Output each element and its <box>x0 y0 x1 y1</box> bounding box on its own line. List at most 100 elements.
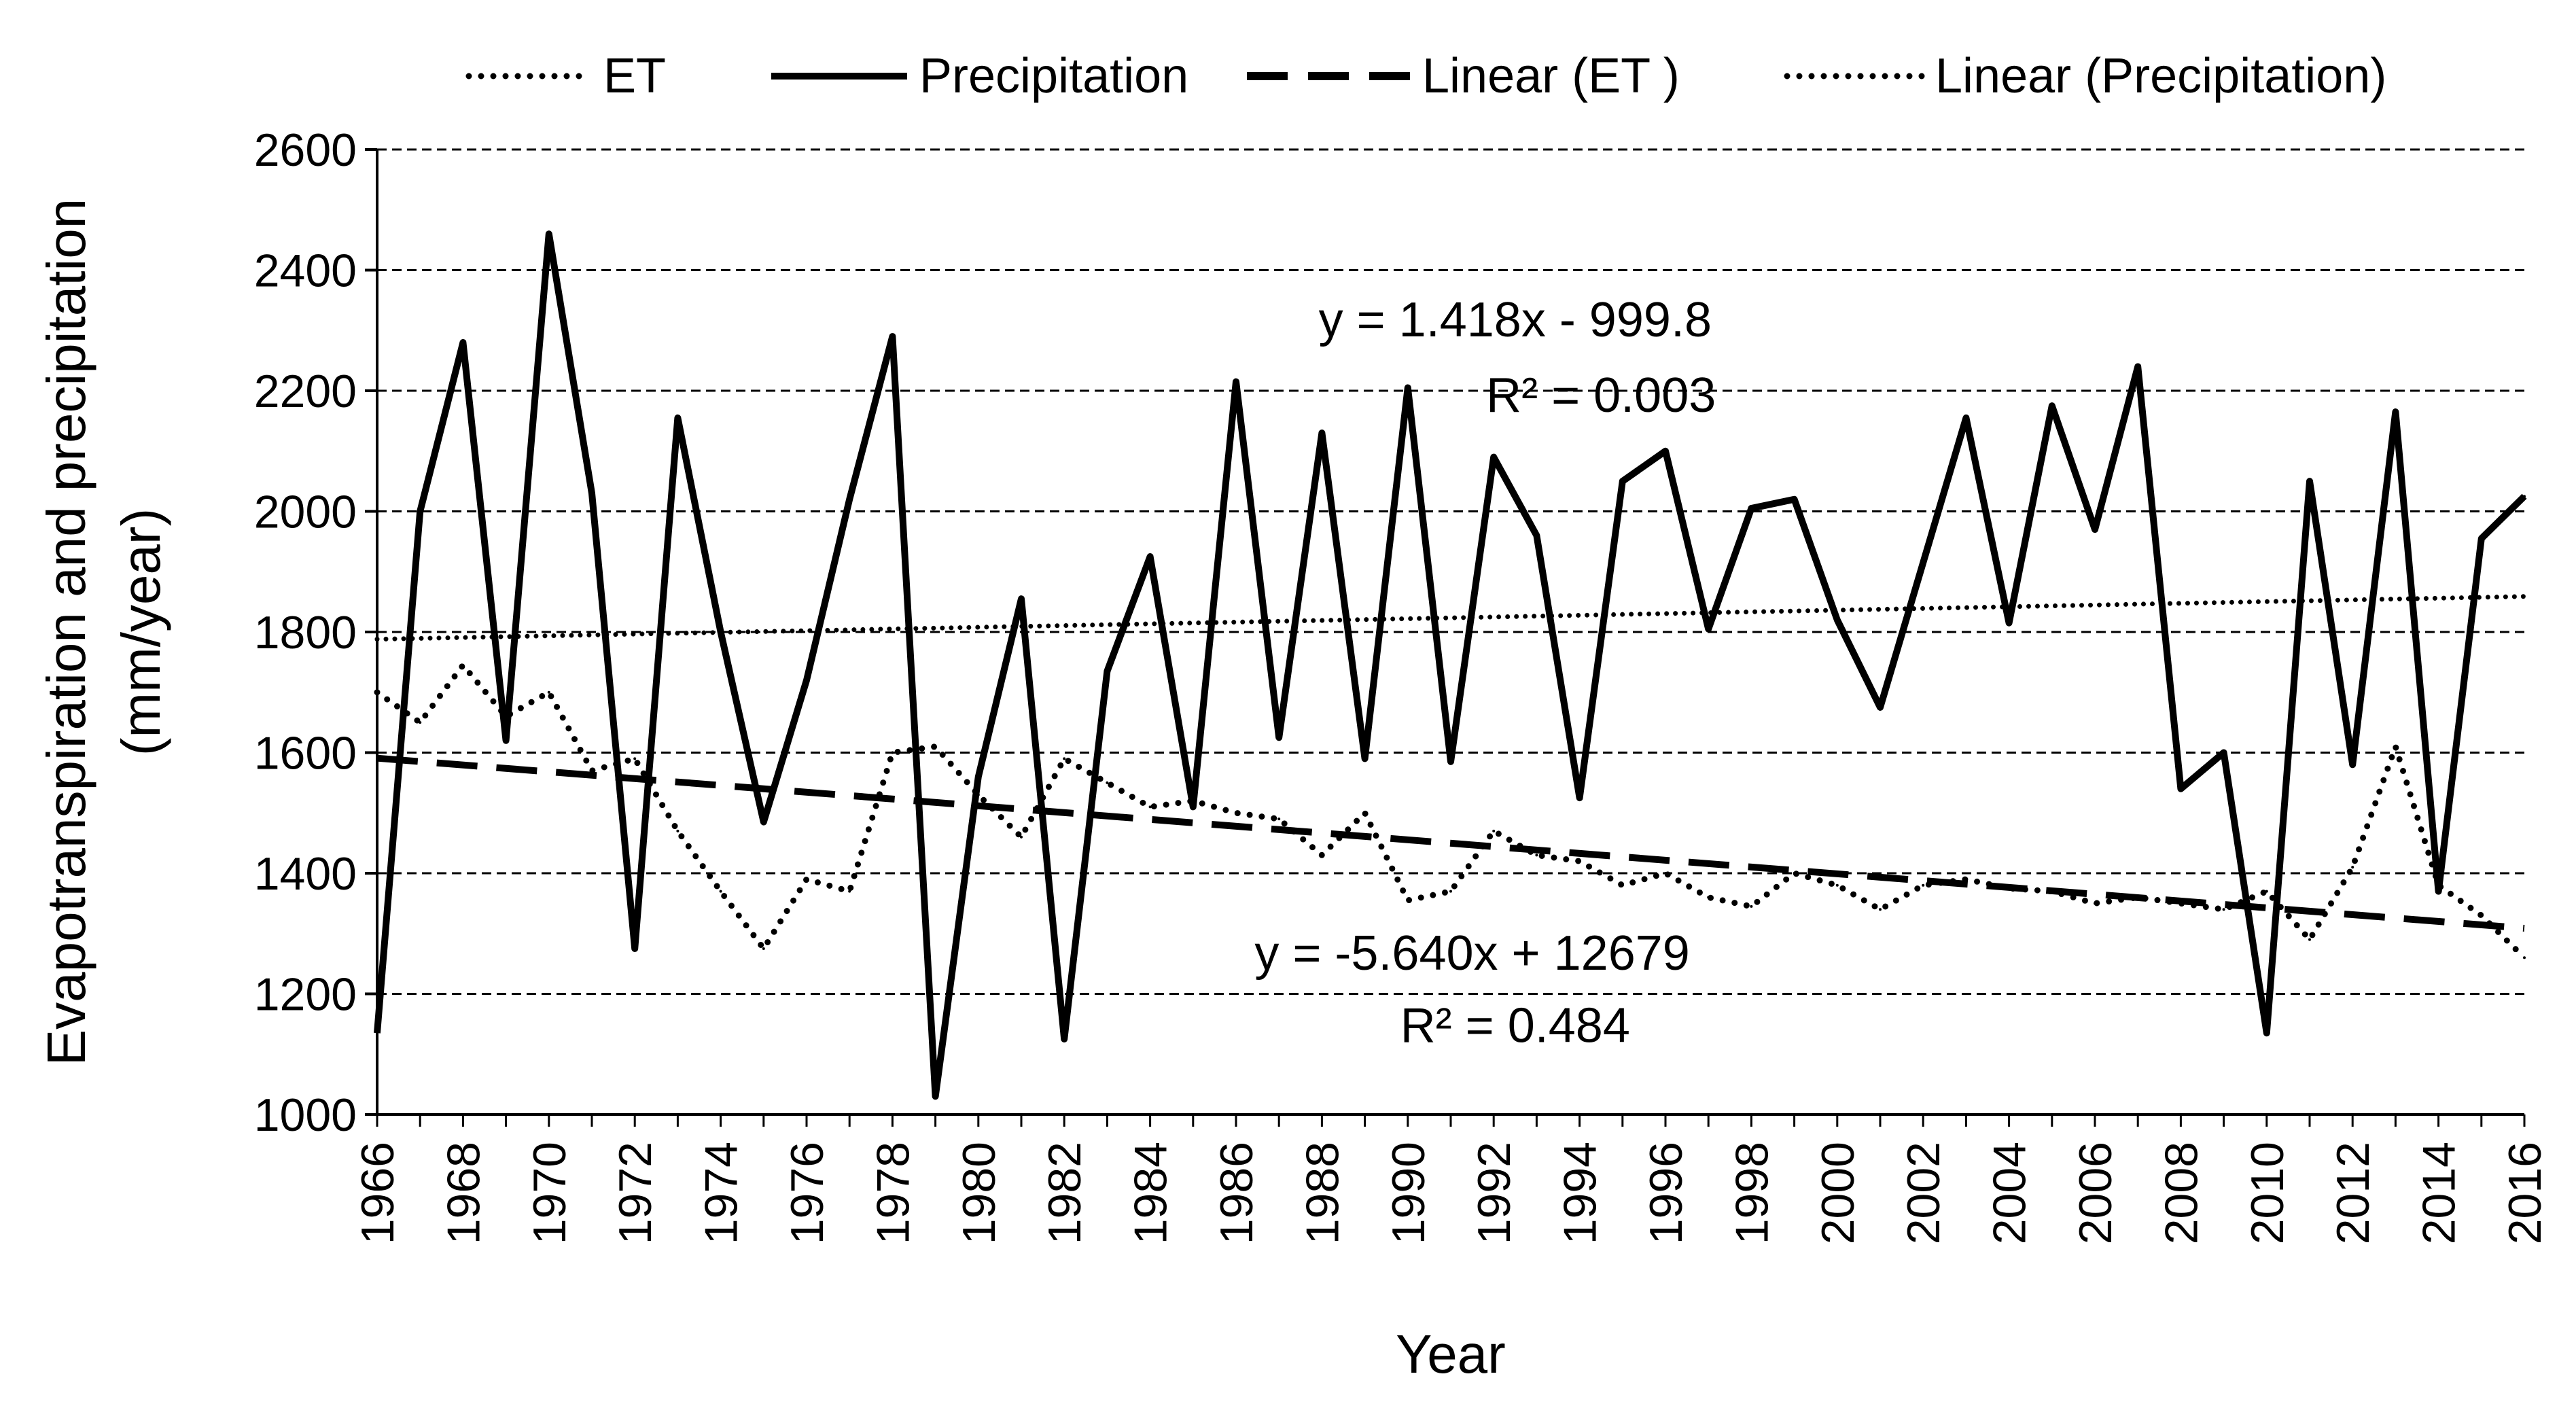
data-point-et-1975 <box>762 947 765 950</box>
data-point-precipitation-1970 <box>547 232 550 236</box>
data-point-et-1993 <box>1535 854 1538 857</box>
data-point-precipitation-2012 <box>2351 763 2354 767</box>
data-point-et-1970 <box>547 690 550 694</box>
data-point-et-1972 <box>633 757 637 760</box>
legend: ET Precipitation Linear (ET ) Linear (Preci… <box>465 49 2386 103</box>
data-point-et-1984 <box>1148 805 1152 809</box>
y-tick-label-1800: 1800 <box>254 607 357 658</box>
x-tick-label-1968: 1968 <box>438 1142 489 1244</box>
data-point-et-2002 <box>1922 883 1925 887</box>
data-point-precipitation-1992 <box>1492 455 1496 459</box>
data-point-precipitation-1977 <box>848 497 851 501</box>
x-tick-label-2016: 2016 <box>2499 1142 2551 1244</box>
data-point-et-2015 <box>2480 914 2483 917</box>
data-point-precipitation-2008 <box>2179 787 2183 790</box>
data-point-precipitation-2013 <box>2394 410 2397 414</box>
data-point-et-1983 <box>1106 781 1109 784</box>
data-point-precipitation-2016 <box>2523 495 2526 498</box>
data-point-precipitation-1997 <box>1707 627 1710 631</box>
legend-label-2: Linear (ET ) <box>1422 49 1680 103</box>
data-point-precipitation-2005 <box>2050 404 2053 408</box>
grid-layer <box>377 148 2524 995</box>
data-point-et-1973 <box>676 829 680 832</box>
data-point-precipitation-2003 <box>1964 416 1968 419</box>
y-axis-title-line2: (mm/year) <box>111 508 171 756</box>
data-point-precipitation-1989 <box>1363 757 1366 760</box>
data-point-et-2001 <box>1879 908 1882 911</box>
trendline-linear-et- <box>376 754 2525 932</box>
x-tick-label-1974: 1974 <box>696 1142 747 1244</box>
data-point-precipitation-2004 <box>2007 621 2011 625</box>
x-axis-title: Year <box>1396 1324 1506 1384</box>
data-point-precipitation-1984 <box>1148 555 1152 559</box>
data-point-precipitation-1985 <box>1191 805 1195 809</box>
y-axis-title-line1: Evapotranspiration and precipitation <box>36 198 96 1066</box>
data-point-et-1977 <box>848 890 851 893</box>
data-point-precipitation-2009 <box>2222 751 2225 754</box>
x-tick-label-2010: 2010 <box>2242 1142 2293 1244</box>
data-point-precipitation-1996 <box>1664 449 1667 453</box>
x-tick-label-1992: 1992 <box>1468 1142 1520 1244</box>
x-tick-label-2012: 2012 <box>2327 1142 2379 1244</box>
y-tick-label-1000: 1000 <box>254 1089 357 1141</box>
data-point-et-1995 <box>1621 883 1624 887</box>
data-point-precipitation-1993 <box>1535 534 1538 537</box>
data-point-precipitation-1971 <box>590 491 593 495</box>
data-point-precipitation-1994 <box>1578 796 1581 800</box>
data-point-precipitation-2007 <box>2136 365 2140 368</box>
data-point-et-1988 <box>1320 854 1324 857</box>
y-tick-label-2400: 2400 <box>254 245 357 297</box>
data-point-et-1998 <box>1750 904 1753 908</box>
data-point-et-1978 <box>891 751 894 754</box>
data-point-precipitation-1983 <box>1106 669 1109 673</box>
data-point-et-2003 <box>1964 877 1968 881</box>
data-point-precipitation-2002 <box>1922 561 1925 564</box>
y-tick-label-2200: 2200 <box>254 366 357 417</box>
x-tick-label-1980: 1980 <box>953 1142 1005 1244</box>
y-tick-label-1200: 1200 <box>254 969 357 1021</box>
data-point-precipitation-1978 <box>891 335 894 338</box>
x-tick-label-1996: 1996 <box>1640 1142 1692 1244</box>
x-tick-label-1986: 1986 <box>1211 1142 1263 1244</box>
x-tick-label-1988: 1988 <box>1296 1142 1348 1244</box>
x-tick-label-2014: 2014 <box>2414 1142 2465 1244</box>
x-tick-label-2006: 2006 <box>2070 1142 2121 1244</box>
data-point-et-1981 <box>1020 835 1023 839</box>
data-point-precipitation-2015 <box>2480 537 2483 540</box>
data-point-precipitation-1976 <box>805 679 808 682</box>
x-tick-label-1990: 1990 <box>1383 1142 1434 1244</box>
series-layer <box>374 230 2528 1100</box>
data-point-precipitation-2000 <box>1835 618 1839 622</box>
data-point-precipitation-1991 <box>1449 760 1452 763</box>
data-point-et-2016 <box>2523 956 2526 960</box>
y-tick-label-1400: 1400 <box>254 848 357 900</box>
data-point-precipitation-2014 <box>2437 890 2440 893</box>
data-point-precipitation-1986 <box>1235 380 1237 383</box>
data-point-et-2011 <box>2308 938 2311 941</box>
data-point-et-1966 <box>376 690 378 694</box>
data-point-et-2009 <box>2222 908 2225 911</box>
annotation-layer: y = 1.418x - 999.8 R² = 0.003 y = -5.640x … <box>1254 293 1716 1053</box>
data-point-et-1989 <box>1363 811 1366 815</box>
data-point-precipitation-1980 <box>976 775 980 778</box>
legend-label-1: Precipitation <box>919 49 1188 103</box>
data-point-et-1986 <box>1235 811 1237 815</box>
data-point-et-1999 <box>1793 872 1796 875</box>
data-point-et-1997 <box>1707 896 1710 899</box>
data-point-precipitation-1998 <box>1750 507 1753 510</box>
data-point-precipitation-2001 <box>1879 705 1882 709</box>
x-tick-label-1998: 1998 <box>1726 1142 1778 1244</box>
data-point-et-1967 <box>419 721 422 724</box>
data-point-et-1991 <box>1449 890 1452 893</box>
x-tick-label-1970: 1970 <box>524 1142 576 1244</box>
data-point-precipitation-1969 <box>504 739 508 742</box>
x-tick-label-1976: 1976 <box>781 1142 833 1244</box>
data-point-et-1971 <box>590 769 593 773</box>
x-tick-label-1984: 1984 <box>1125 1142 1177 1244</box>
x-tick-label-1966: 1966 <box>352 1142 404 1244</box>
data-point-et-2010 <box>2265 890 2268 893</box>
data-point-et-2013 <box>2394 745 2397 748</box>
data-point-precipitation-1979 <box>934 1095 937 1098</box>
